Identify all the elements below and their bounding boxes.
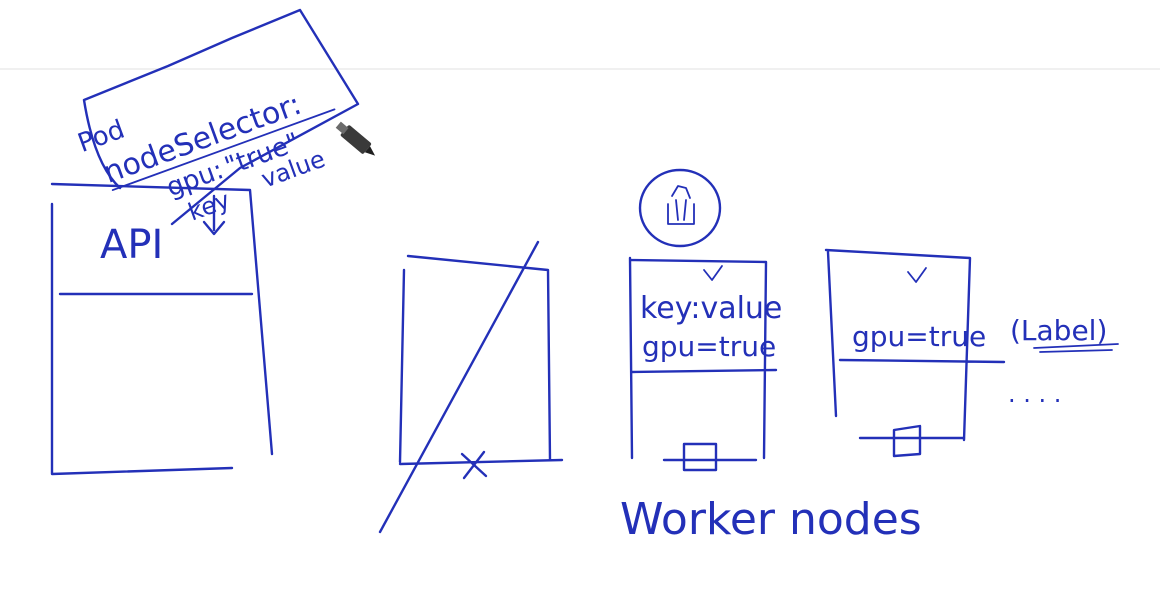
node2-label-gpu: gpu=true bbox=[852, 320, 986, 353]
worker-node-2-outline bbox=[824, 248, 1006, 442]
worker-node-1: key:value gpu=true bbox=[628, 168, 782, 472]
cross-mark-icon bbox=[460, 450, 488, 480]
label-underline bbox=[1033, 343, 1119, 353]
marker-pen-icon bbox=[335, 121, 376, 156]
excluded-node bbox=[378, 240, 564, 534]
api-server-box: API bbox=[50, 182, 274, 476]
cross-out-line bbox=[378, 240, 540, 534]
worker-node-1-outline bbox=[628, 256, 778, 460]
note-outline bbox=[82, 8, 360, 226]
note-arrow bbox=[202, 194, 226, 236]
worker-node-2: gpu=true (Label) . . . . bbox=[824, 248, 1119, 458]
api-box-outline bbox=[50, 182, 274, 476]
node2-label-note: (Label) bbox=[1010, 314, 1107, 347]
node1-label-gpu: gpu=true bbox=[642, 330, 776, 363]
pod-circle bbox=[638, 168, 722, 248]
node2-port bbox=[858, 424, 966, 458]
node1-label-key: key:value bbox=[640, 291, 782, 326]
ellipsis: . . . . bbox=[1008, 380, 1061, 408]
pod-icon bbox=[667, 185, 695, 225]
note-underline bbox=[111, 108, 336, 191]
pod-spec-note: Pod nodeSelector: gpu: "true" key value bbox=[74, 8, 360, 236]
worker-nodes-caption: Worker nodes bbox=[620, 494, 922, 545]
node1-port bbox=[662, 442, 758, 472]
check-mark-icon bbox=[703, 265, 723, 281]
check-mark-icon bbox=[907, 267, 927, 283]
api-label: API bbox=[100, 222, 163, 268]
excluded-node-outline bbox=[398, 254, 564, 466]
